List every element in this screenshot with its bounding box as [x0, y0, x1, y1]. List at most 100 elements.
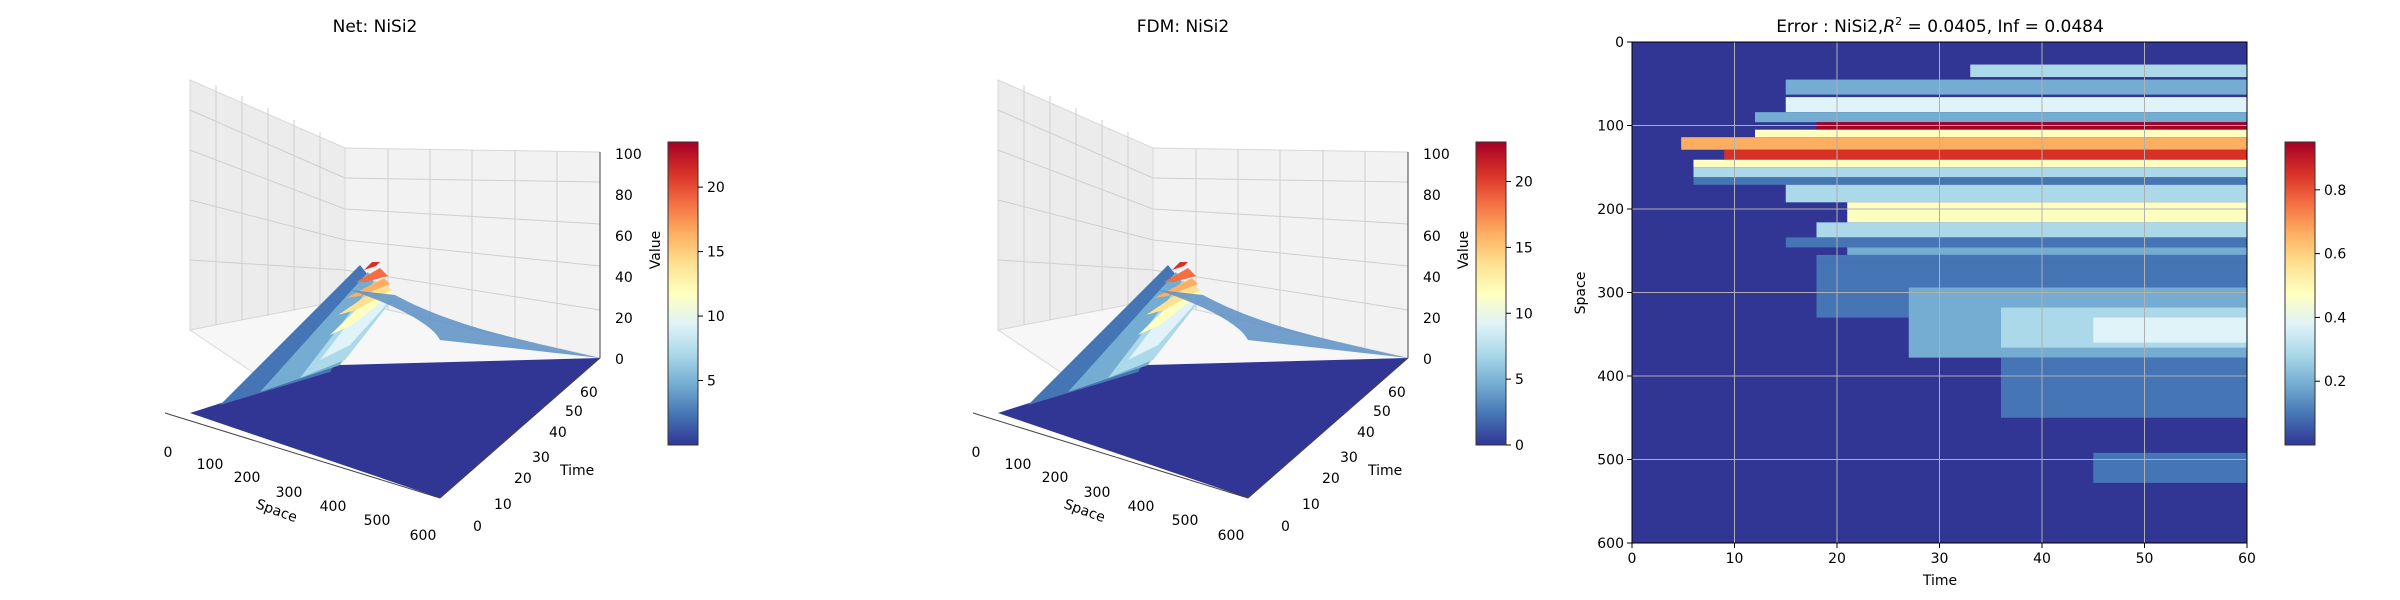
colorbar-tick-label: 15 [707, 245, 725, 261]
surface-band [1154, 278, 1198, 298]
error-heatmap: Error : NiSi2,R2 = 0.0405, Inf = 0.0484 … [1573, 15, 2346, 589]
y-axis-label: Space [1573, 272, 1589, 315]
z-tick-label: 40 [615, 270, 633, 286]
z-tick-label: 20 [1423, 311, 1441, 327]
x-tick-label: 600 [410, 528, 437, 544]
x-tick-label: 0 [1628, 551, 1637, 567]
colorbar: 5 10 15 20 [667, 141, 725, 446]
x-tick-label: 300 [1084, 485, 1111, 501]
heatmap-band [1755, 112, 2247, 123]
chart-title: Net: NiSi2 [333, 17, 418, 37]
x-tick-label: 500 [364, 513, 391, 529]
x-tick-label: 40 [2033, 551, 2051, 567]
colorbar-tick-label: 20 [1515, 175, 1533, 191]
colorbar-gradient [1475, 141, 1507, 446]
chart-title: Error : NiSi2,R2 = 0.0405, Inf = 0.0484 [1776, 15, 2104, 37]
colorbar-tick-label: 5 [1515, 372, 1524, 388]
y-tick-label: 20 [514, 471, 532, 487]
heatmap-band [1785, 79, 2247, 95]
heatmap-band [1847, 202, 2247, 223]
colorbar: 0 5 10 15 20 [1475, 141, 1533, 454]
x-tick-label: 30 [1931, 551, 1949, 567]
x-tick-label: 100 [1005, 457, 1032, 473]
z-tick-label: 80 [615, 188, 633, 204]
x-tick-label: 60 [2238, 551, 2256, 567]
colorbar-tick-label: 5 [707, 374, 716, 390]
heatmap-band [1785, 184, 2247, 203]
x-axis-line [972, 412, 1249, 499]
surface-base [190, 358, 600, 498]
colorbar-tick-label: 20 [707, 180, 725, 196]
colorbar-tick-label: 0.6 [2324, 247, 2346, 263]
z-tick-label: 60 [615, 229, 633, 245]
x-tick-label: 100 [197, 457, 224, 473]
y-tick-label: 40 [549, 425, 567, 441]
y-tick-label: 200 [1597, 202, 1624, 218]
axes-3d: 0 100 200 300 400 500 600 Space 0 10 20 … [164, 79, 664, 544]
colorbar-ticks: 0.2 0.4 0.6 0.8 [2315, 183, 2346, 390]
x-tick-label: 500 [1172, 513, 1199, 529]
grid-lines [189, 85, 601, 348]
y-axis-line [439, 357, 601, 499]
y-tick-label: 0 [473, 519, 482, 535]
y-tick-label: 100 [1597, 119, 1624, 135]
heatmap-band [1693, 167, 2247, 178]
colorbar-tick-label: 10 [707, 309, 725, 325]
y-tick-label: 300 [1597, 286, 1624, 302]
colorbar-ticks: 0 5 10 15 20 [1506, 175, 1533, 454]
y-tick-label: 10 [1302, 497, 1320, 513]
surface-band [356, 268, 388, 282]
surface-band [350, 290, 600, 358]
surface-band [1068, 272, 1193, 392]
colorbar-tick-label: 0 [1515, 438, 1524, 454]
surface-base [998, 358, 1408, 498]
y-tick-label: 60 [580, 385, 598, 401]
y-tick-label: 20 [1322, 471, 1340, 487]
heatmap-band [1724, 149, 2247, 160]
x-tick-label: 20 [1828, 551, 1846, 567]
surface-peak [1172, 262, 1188, 270]
heatmap-band [1816, 222, 2247, 238]
heatmap-band [2093, 317, 2247, 343]
x-axis-line [164, 412, 441, 499]
z-axis-label: Value [648, 231, 664, 269]
z-axis-label: Value [1456, 231, 1472, 269]
x-tick-label: 400 [1128, 499, 1155, 515]
surface-band [346, 278, 390, 298]
surface-band [1028, 265, 1188, 405]
y-tick-label: 50 [565, 404, 583, 420]
colorbar-ticks: 5 10 15 20 [698, 180, 725, 390]
z-tick-label: 40 [1423, 270, 1441, 286]
y-axis-line [1247, 357, 1409, 499]
x-tick-label: 10 [1726, 551, 1744, 567]
y-tick-label: 60 [1388, 385, 1406, 401]
x-tick-label: 200 [1042, 470, 1069, 486]
surface-chart-net: Net: NiSi2 [164, 17, 725, 544]
y-tick-label: 30 [1340, 450, 1358, 466]
x-tick-label: 50 [2136, 551, 2154, 567]
surface-band [1164, 268, 1196, 282]
heatmap-band [1847, 247, 2247, 255]
axes-3d: 0 100 200 300 400 500 600 Space 0 10 20 … [972, 79, 1472, 544]
heatmap-band [1693, 177, 2247, 185]
heatmap-band [1681, 137, 2247, 150]
x-tick-label: 0 [164, 445, 173, 461]
colorbar: 0.2 0.4 0.6 0.8 [2284, 141, 2346, 446]
y-axis-label: Time [559, 463, 594, 479]
surface-band [260, 272, 385, 392]
colorbar-gradient [667, 141, 699, 446]
colorbar-tick-label: 0.2 [2324, 374, 2346, 390]
x-tick-label: 400 [320, 499, 347, 515]
x-tick-label: 600 [1218, 528, 1245, 544]
x-tick-label: 0 [972, 445, 981, 461]
heatmap-band [1970, 64, 2247, 78]
grid-lines [997, 85, 1409, 348]
z-tick-label: 0 [1423, 352, 1432, 368]
surface-mesh [998, 262, 1408, 498]
surface-band [220, 265, 380, 405]
z-tick-label: 100 [615, 147, 642, 163]
surface-band [338, 284, 392, 315]
z-tick-label: 20 [615, 311, 633, 327]
surface-band [1158, 290, 1408, 358]
